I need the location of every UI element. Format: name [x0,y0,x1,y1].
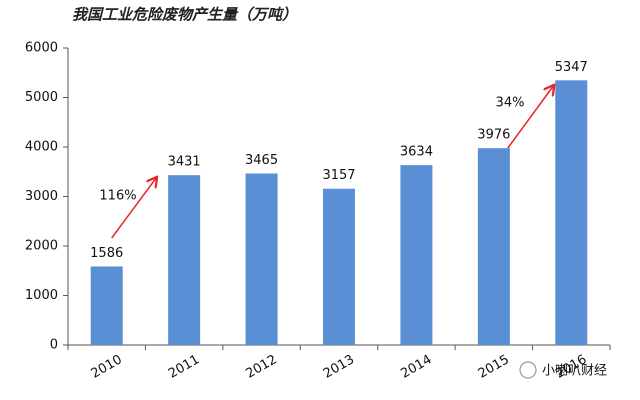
bar [477,148,510,345]
watermark: 小喇叭财经 [542,364,607,379]
x-tick-label: 2013 [321,352,357,382]
annotation-arrow [111,178,156,239]
value-label: 3431 [168,155,201,170]
y-tick-label: 2000 [25,239,58,254]
bar [245,173,278,345]
y-tick-label: 1000 [25,288,58,303]
x-tick-label: 2014 [398,352,434,382]
watermark-icon [519,361,537,379]
chart-title: 我国工业危险废物产生量（万吨） [72,6,297,24]
annotation: 34% [496,96,525,111]
value-label: 3634 [400,145,433,160]
bar [555,80,588,346]
x-tick-label: 2011 [166,352,202,382]
value-label: 1586 [90,246,123,261]
y-tick-label: 6000 [25,41,58,56]
bar [90,266,123,345]
y-tick-label: 4000 [25,140,58,155]
y-tick-label: 0 [50,338,58,353]
x-tick-label: 2012 [243,352,279,382]
value-label: 5347 [555,60,588,75]
bar [168,175,201,345]
bar [323,188,355,345]
annotation-arrow [507,86,553,149]
value-label: 3976 [477,128,510,143]
bar [400,165,433,345]
x-tick-label: 2015 [476,352,512,382]
x-tick-label: 2010 [89,352,125,382]
y-tick-label: 5000 [25,90,58,105]
y-tick-label: 3000 [25,189,58,204]
value-label: 3465 [245,153,278,168]
annotation: 116% [99,189,136,204]
value-label: 3157 [322,168,355,183]
